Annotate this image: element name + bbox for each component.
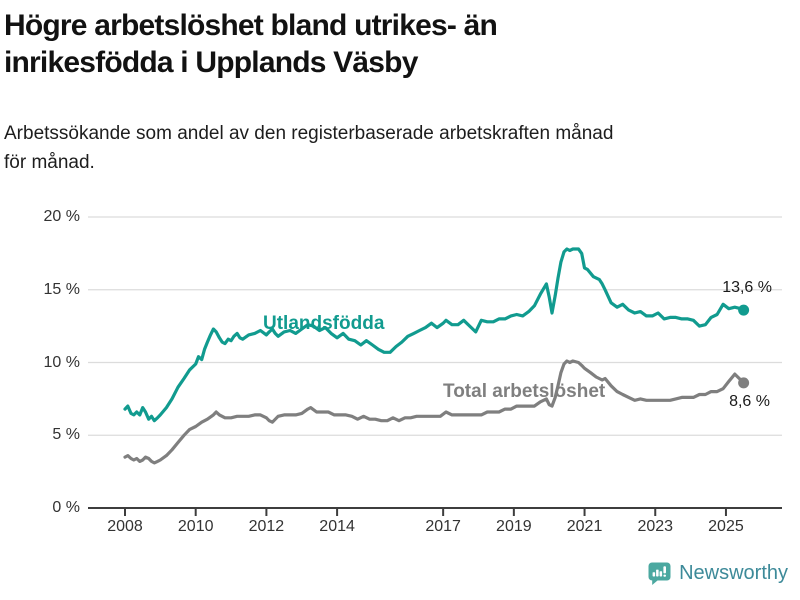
- y-axis-tick-label: 15 %: [43, 280, 80, 298]
- newsworthy-brand[interactable]: Newsworthy: [647, 561, 788, 586]
- chart-subtitle-line1: Arbetssökande som andel av den registerb…: [4, 123, 614, 144]
- end-value-label-total: 8,6 %: [729, 393, 770, 410]
- series-end-dot-1: [738, 377, 750, 389]
- newsworthy-logo-icon: [647, 561, 672, 586]
- series-label-total-arbetsloshet: Total arbetslöshet: [443, 381, 606, 402]
- x-axis-tick-label: 2012: [248, 518, 285, 535]
- y-axis-tick-label: 10 %: [43, 353, 80, 371]
- page-title-line2: inrikesfödda i Upplands Väsby: [4, 46, 418, 79]
- x-axis-tick-label: 2019: [496, 518, 532, 535]
- series-end-dot-0: [738, 304, 750, 316]
- y-axis-tick-label: 5 %: [52, 426, 80, 444]
- x-axis-tick-label: 2021: [566, 518, 603, 535]
- page-title-line1: Högre arbetslöshet bland utrikes- än: [4, 9, 498, 42]
- end-value-label-utlandsfodda: 13,6 %: [722, 279, 772, 296]
- y-axis-tick-label: 0 %: [52, 499, 80, 516]
- x-axis-tick-label: 2010: [177, 518, 214, 535]
- y-axis-tick-label: 20 %: [43, 208, 80, 225]
- x-axis-tick-label: 2023: [637, 518, 674, 535]
- series-line-1: [123, 359, 746, 465]
- newsworthy-brand-text: Newsworthy: [679, 562, 788, 584]
- series-line-0: [123, 247, 746, 423]
- x-axis-tick-label: 2014: [319, 518, 355, 535]
- series-label-utlandsfodda: Utlandsfödda: [263, 313, 385, 334]
- x-axis-tick-label: 2008: [107, 518, 143, 535]
- x-axis-tick-label: 2017: [425, 518, 461, 535]
- chart-subtitle-line2: för månad.: [4, 152, 95, 173]
- x-axis-tick-label: 2025: [708, 518, 744, 535]
